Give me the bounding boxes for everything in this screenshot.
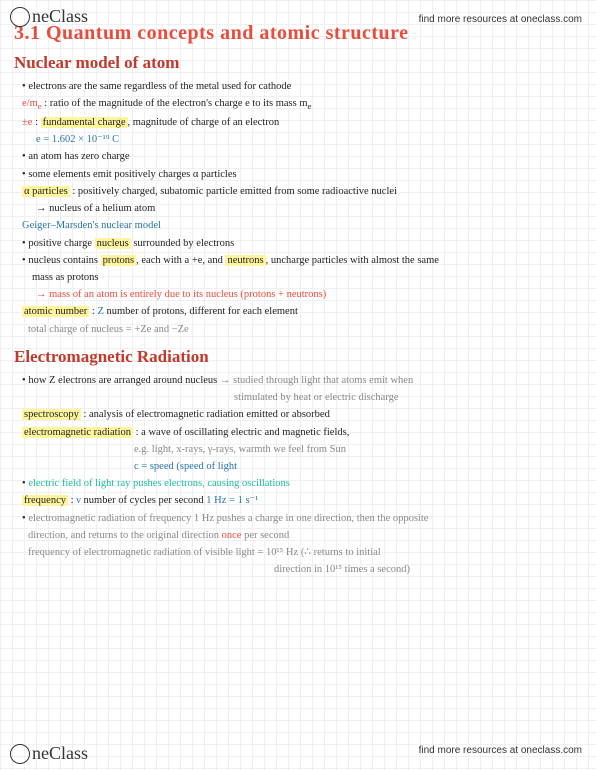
note-line: some elements emit positively charges α …: [22, 167, 582, 182]
formula: e = 1.602 × 10⁻¹⁹ C: [36, 132, 582, 147]
note-line: positive charge nucleus surrounded by el…: [22, 236, 582, 251]
note-line: nucleus contains protons, each with a +e…: [22, 253, 582, 268]
note-line: e.g. light, x-rays, γ-rays, warmth we fe…: [134, 442, 582, 457]
note-line: frequency of electromagnetic radiation o…: [28, 545, 582, 560]
note-line: ±e : fundamental charge, magnitude of ch…: [22, 115, 582, 130]
note-line: stimulated by heat or electric discharge: [234, 390, 582, 405]
note-line: electromagnetic radiation of frequency 1…: [22, 511, 582, 526]
logo-circle-icon: [10, 7, 30, 27]
note-line: frequency : ν number of cycles per secon…: [22, 493, 582, 508]
note-line: direction in 10¹⁵ times a second): [274, 562, 582, 577]
logo-text: neClass: [32, 6, 88, 27]
formula: c = speed (speed of light: [134, 459, 582, 474]
note-line: electric field of light ray pushes elect…: [22, 476, 582, 491]
note-line: α particles : positively charged, subato…: [22, 184, 582, 199]
note-line: electrons are the same regardless of the…: [22, 79, 582, 94]
note-line: → mass of an atom is entirely due to its…: [36, 287, 582, 302]
note-line: e/me : ratio of the magnitude of the ele…: [22, 96, 582, 113]
note-line: an atom has zero charge: [22, 149, 582, 164]
section-1-heading: Nuclear model of atom: [14, 53, 582, 73]
note-line: how Z electrons are arranged around nucl…: [22, 373, 582, 388]
note-line: mass as protons: [32, 270, 582, 285]
note-line: spectroscopy : analysis of electromagnet…: [22, 407, 582, 422]
note-line: total charge of nucleus = +Ze and −Ze: [28, 322, 582, 337]
section-2-heading: Electromagnetic Radiation: [14, 347, 582, 367]
logo-circle-icon: [10, 744, 30, 764]
note-line: electromagnetic radiation : a wave of os…: [22, 425, 582, 440]
note-line: atomic number : Z number of protons, dif…: [22, 304, 582, 319]
note-line: Geiger–Marsden's nuclear model: [22, 218, 582, 233]
logo-text: neClass: [32, 743, 88, 764]
page-title: 3.1 Quantum concepts and atomic structur…: [14, 22, 582, 45]
note-content: 3.1 Quantum concepts and atomic structur…: [0, 0, 596, 587]
note-line: → nucleus of a helium atom: [36, 201, 582, 216]
watermark-top: neClass: [10, 6, 88, 27]
note-line: direction, and returns to the original d…: [28, 528, 582, 543]
watermark-bottom: neClass: [10, 743, 88, 764]
footer-link[interactable]: find more resources at oneclass.com: [419, 745, 582, 756]
